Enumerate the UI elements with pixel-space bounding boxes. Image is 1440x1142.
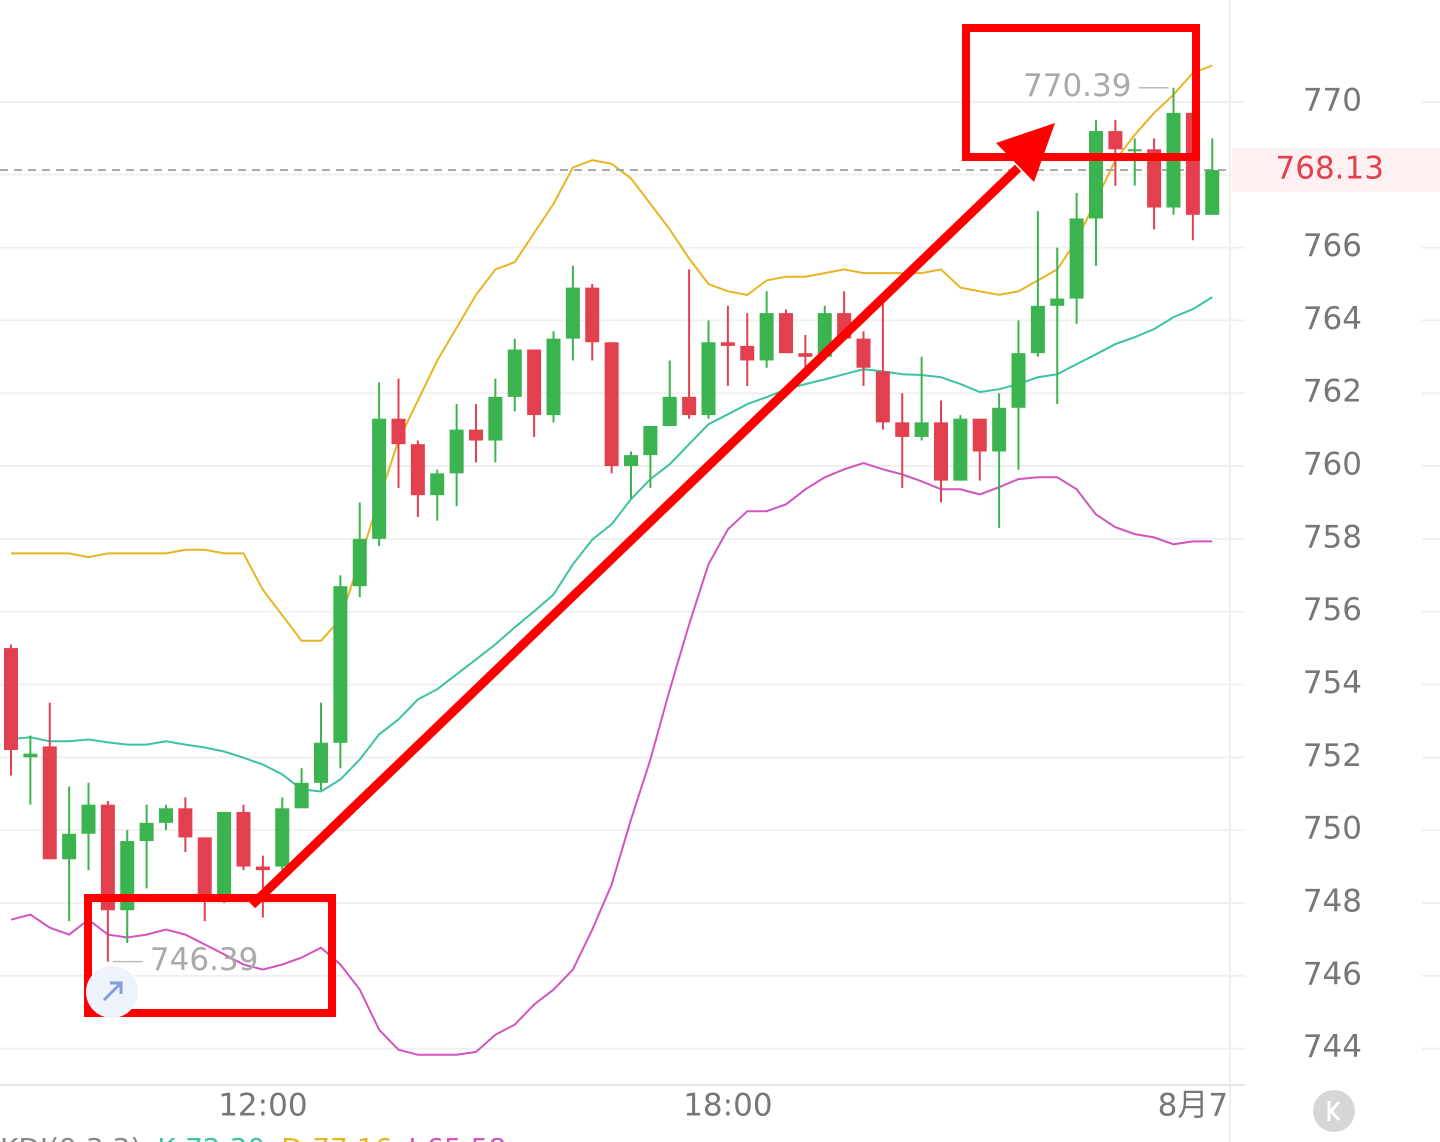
candle-body	[798, 353, 813, 357]
low-label: 746.39	[150, 942, 258, 978]
candle-body	[62, 833, 77, 860]
candle-body	[934, 422, 948, 481]
y-tick-label: 760	[1303, 447, 1362, 483]
candle-body	[197, 837, 212, 896]
indicator-label: J:65.58	[406, 1132, 506, 1142]
candle-body	[701, 342, 716, 416]
candle-body	[527, 349, 542, 416]
candle-body	[217, 811, 232, 896]
candle-body	[643, 425, 658, 456]
y-tick-label: 746	[1303, 956, 1362, 992]
candle-body	[856, 338, 871, 368]
candle-body	[139, 822, 154, 842]
indicator-label: D:77.16	[281, 1132, 392, 1142]
y-tick-label: 758	[1303, 519, 1362, 555]
candle-body	[972, 418, 987, 452]
y-tick-label: 750	[1303, 811, 1362, 847]
candle-body	[992, 407, 1007, 452]
candle-body	[236, 811, 251, 867]
k-icon	[1327, 1101, 1341, 1121]
last-price-badge	[1232, 148, 1440, 193]
candle-body	[624, 455, 638, 467]
highlight-box	[84, 894, 336, 1017]
x-tick-label: 12:00	[218, 1088, 307, 1124]
y-tick-label: 754	[1303, 665, 1362, 701]
band-line	[11, 64, 1213, 642]
highlight-box	[962, 24, 1200, 161]
candle-body	[740, 345, 755, 361]
candle-body	[100, 804, 115, 911]
candle-body	[178, 808, 193, 838]
candle-body	[430, 473, 445, 496]
candle-body	[1011, 353, 1026, 408]
candle-body	[4, 648, 18, 751]
candle-body	[1127, 149, 1142, 152]
arrow-head	[996, 123, 1055, 182]
candle-body	[333, 586, 348, 743]
y-tick-label: 744	[1303, 1029, 1362, 1065]
indicator-label: K:72.30	[157, 1132, 265, 1142]
candle-body	[585, 287, 600, 343]
y-tick-label: 762	[1303, 374, 1362, 410]
candle-body	[914, 422, 929, 437]
band-line	[10, 462, 1213, 1056]
candle-body	[1089, 131, 1103, 219]
candle-body	[23, 753, 38, 758]
candle-body	[391, 418, 406, 445]
candle-body	[275, 808, 290, 867]
high-label: 770.39	[1023, 68, 1131, 104]
last-price-label: 768.13	[1276, 151, 1384, 187]
y-tick-label: 752	[1303, 738, 1362, 774]
candle-body	[662, 396, 677, 426]
y-tick-label: 764	[1303, 301, 1362, 337]
indicator-label: KDJ(9,3,3)	[0, 1132, 141, 1142]
candle-body	[469, 429, 483, 441]
candle-body	[546, 338, 561, 416]
candle-body	[294, 782, 309, 809]
candle-body	[604, 342, 619, 467]
candle-body	[565, 287, 580, 339]
x-tick-label: 18:00	[683, 1088, 772, 1124]
candle-body	[120, 841, 135, 911]
candle-body	[1050, 298, 1065, 306]
candle-body	[1205, 170, 1220, 215]
plot-layer: 7447467487507527547567587607627647667687…	[0, 64, 1440, 1142]
arrow-line	[248, 164, 1022, 909]
candle-body	[953, 418, 968, 481]
candle-body	[42, 746, 57, 860]
candle-body	[875, 371, 890, 423]
candle-body	[410, 444, 425, 496]
candle-body	[759, 313, 774, 361]
k-button[interactable]	[1313, 1090, 1355, 1132]
candle-body	[488, 396, 503, 441]
candle-body	[449, 429, 464, 474]
jump-icon	[102, 981, 123, 1002]
candle-body	[895, 422, 910, 437]
y-tick-label: 748	[1303, 883, 1362, 919]
candle-body	[314, 742, 328, 783]
x-tick-label: 8月7	[1158, 1088, 1228, 1124]
candle-body	[507, 349, 522, 397]
y-tick-label: 756	[1303, 592, 1362, 628]
candle-body	[682, 396, 697, 416]
candle-body	[720, 342, 735, 346]
candle-body	[1108, 131, 1123, 150]
candle-body	[779, 313, 793, 354]
candle-body	[81, 804, 96, 834]
candle-body	[1030, 305, 1045, 354]
y-tick-label: 766	[1303, 228, 1362, 264]
candle-body	[1069, 218, 1084, 299]
candle-body	[255, 866, 270, 871]
y-tick-label: 770	[1303, 82, 1362, 118]
candle-body	[352, 538, 367, 587]
candle-body	[159, 808, 173, 823]
candle-body	[1147, 149, 1162, 208]
candle-body	[372, 418, 387, 539]
